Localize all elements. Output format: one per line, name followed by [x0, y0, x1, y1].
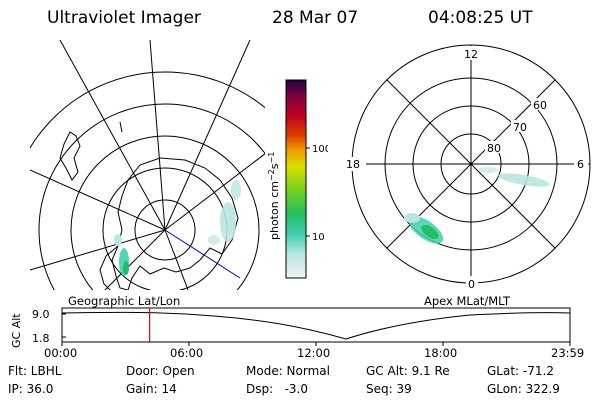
lat-label-60: 60 [533, 99, 547, 112]
gain-readout: Gain: 14 [126, 382, 177, 396]
colorbar-gradient [285, 79, 307, 279]
filter-readout: Flt: LBHL [8, 364, 62, 378]
altitude-ylabel: GC Alt [10, 313, 23, 348]
altitude-ytick-bottom: 1.8 [32, 332, 50, 345]
time-tick-1800: 18:00 [424, 346, 458, 360]
lat-label-70: 70 [513, 121, 527, 134]
geographic-map [30, 40, 265, 290]
door-readout: Door: Open [126, 364, 195, 378]
lat-circle [70, 135, 260, 290]
time-tick-0000: 00:00 [44, 346, 78, 360]
local-time-meridian [164, 229, 241, 279]
geo-panel-label: Geographic Lat/Lon [68, 294, 181, 308]
mlt-label-12: 12 [464, 48, 478, 61]
colorbar: 100 10 photon cm−2s−1 [267, 79, 328, 279]
mlt-label-18: 18 [346, 158, 360, 171]
ip-readout: IP: 36.0 [8, 382, 54, 396]
observation-time: 04:08:25 UT [428, 8, 533, 28]
mode-readout: Mode: Normal [246, 364, 330, 378]
observation-date: 28 Mar 07 [272, 8, 359, 28]
time-tick-2359: 23:59 [551, 346, 585, 360]
lat-circle [134, 199, 196, 261]
seq-readout: Seq: 39 [366, 382, 412, 396]
aurora-emission [114, 180, 241, 276]
aurora-emission-polar [404, 167, 550, 244]
glon-readout: GLon: 322.9 [487, 382, 560, 396]
glat-readout: GLat: -71.2 [487, 364, 554, 378]
lat-circle [30, 71, 265, 149]
mlt-label-0: 0 [468, 278, 475, 291]
lat-circle [38, 103, 265, 290]
app-title: Ultraviolet Imager [47, 8, 201, 28]
gc-alt-readout: GC Alt: 9.1 Re [366, 364, 450, 378]
altitude-plot: GC Alt 9.0 1.8 [10, 307, 571, 348]
lat-label-80: 80 [487, 142, 501, 155]
colorbar-tick-100: 100 [312, 144, 328, 155]
altitude-curve [61, 311, 571, 340]
colorbar-axis-label: photon cm−2s−1 [267, 152, 281, 240]
colorbar-tick-10: 10 [312, 232, 325, 243]
time-tick-1200: 12:00 [297, 346, 331, 360]
time-tick-0600: 06:00 [170, 346, 204, 360]
altitude-ytick-top: 9.0 [32, 308, 50, 321]
mlt-label-6: 6 [577, 158, 584, 171]
polar-panel-label: Apex MLat/MLT [424, 294, 511, 308]
dsp-readout: Dsp: -3.0 [246, 382, 309, 396]
polar-mlt-plot: 12 18 6 0 60 70 80 [344, 44, 591, 291]
